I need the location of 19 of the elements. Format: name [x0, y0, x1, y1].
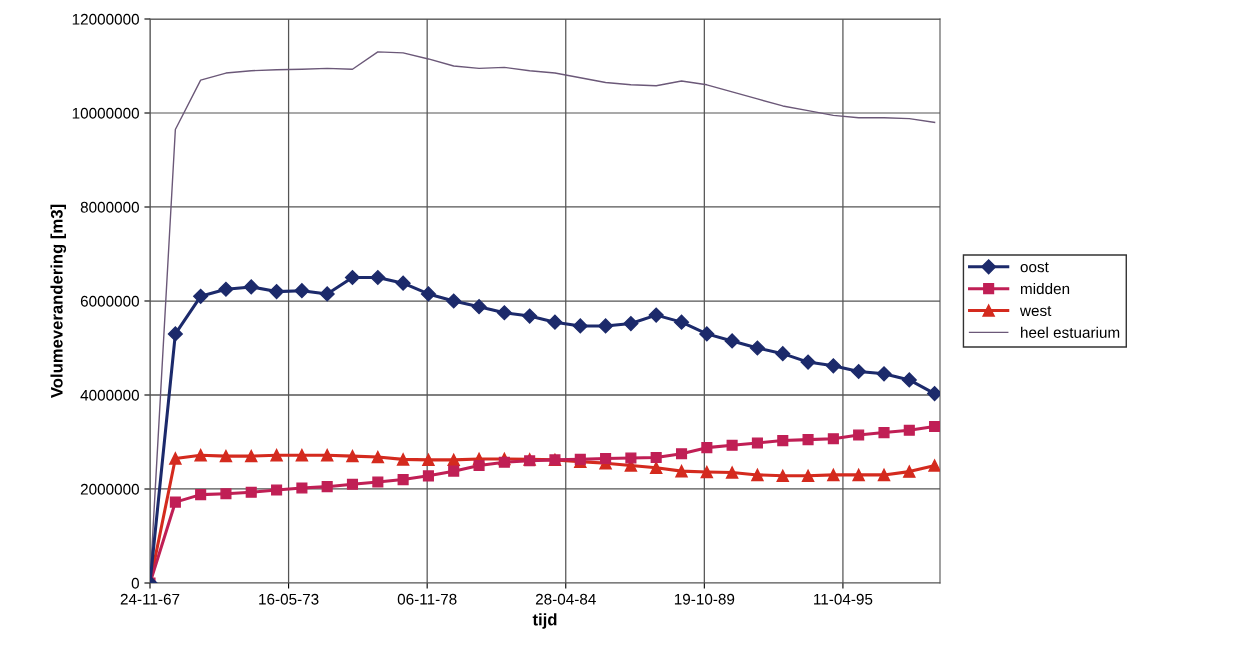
x-tick-label: 24-11-67: [120, 593, 180, 605]
legend-label: west: [1019, 306, 1052, 317]
x-tick-label: 28-04-84: [535, 593, 596, 605]
x-tick-label: 19-10-89: [674, 593, 735, 605]
y-tick-label: 4000000: [80, 389, 139, 401]
x-tick-label: 06-11-78: [397, 593, 457, 605]
y-tick-label: 8000000: [80, 201, 139, 213]
y-tick-label: 2000000: [80, 483, 139, 495]
y-axis-title: Volumeverandering [m3]: [50, 204, 67, 398]
legend-label: heel estuarium: [1021, 326, 1120, 338]
legend-label: midden: [1020, 282, 1070, 295]
y-tick-label: 12000000: [72, 13, 139, 25]
x-tick-label: 16-05-73: [259, 593, 319, 605]
legend-label: oost: [1020, 262, 1049, 273]
y-tick-label: 6000000: [80, 295, 139, 307]
y-tick-label: 10000000: [72, 107, 139, 119]
x-axis-title: tijd: [532, 613, 557, 629]
y-tick-label: 0: [131, 577, 139, 589]
x-tick-label: 11-04-95: [814, 593, 873, 605]
